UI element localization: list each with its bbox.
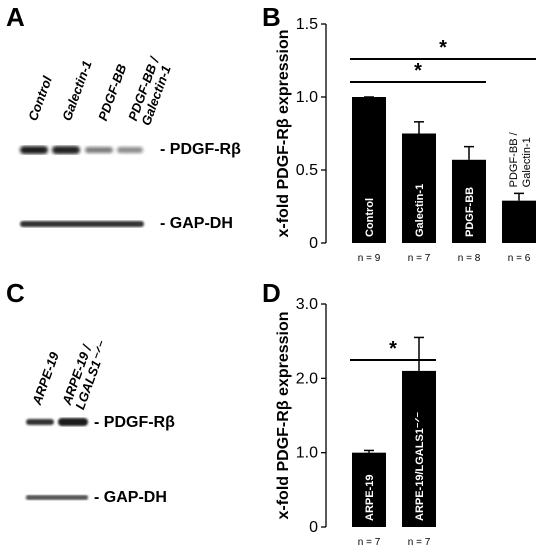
- band-label-gapdh-c: - GAP-DH: [94, 489, 167, 506]
- panel-letter-c: C: [6, 278, 25, 308]
- category-label: PDGF-BB: [464, 187, 476, 237]
- blot-band: [20, 221, 144, 227]
- y-tick-label: 1.5: [296, 16, 318, 33]
- n-label: n = 9: [358, 253, 381, 264]
- blot-band: [20, 146, 48, 154]
- y-tick-label: 1.0: [296, 445, 318, 462]
- y-tick-label: 1.0: [296, 89, 318, 106]
- category-label: Galectin-1: [521, 137, 533, 187]
- y-tick-label: 3.0: [296, 296, 318, 313]
- y-axis-label: x-fold PDGF-Rβ expression: [275, 311, 292, 519]
- blot-band: [26, 495, 88, 500]
- bar: [352, 97, 386, 243]
- y-tick-label: 0.5: [296, 162, 318, 179]
- n-label: n = 7: [408, 537, 431, 546]
- chart-d: 0 1.0 2.0 3.0x-fold PDGF-Rβ expression n = 7…: [275, 296, 436, 546]
- blot-c-gapdh-row: [26, 495, 88, 500]
- significance-star: *: [389, 338, 397, 360]
- bar: [402, 370, 436, 527]
- blot-a-pdgfr-row: [20, 146, 143, 154]
- y-axis-label: x-fold PDGF-Rβ expression: [275, 29, 292, 237]
- category-label: Galectin-1: [414, 184, 426, 237]
- n-label: n = 7: [358, 537, 381, 546]
- blot-c-pdgfr-row: [26, 418, 88, 426]
- bar: [352, 452, 386, 527]
- category-label: Control: [364, 198, 376, 237]
- category-label: ARPE-19/LGALS1⁻ᐟ⁻: [414, 412, 426, 521]
- chart-b: 0 0.5 1.0 1.5x-fold PDGF-Rβ expression n = 9…: [275, 16, 536, 264]
- category-label: ARPE-19: [364, 475, 376, 521]
- category-label: PDGF-BB /: [508, 131, 520, 187]
- blot-band: [117, 147, 143, 153]
- bar: [402, 133, 436, 243]
- panel-letter-a: A: [6, 2, 25, 32]
- blot-band: [58, 418, 88, 426]
- blot-band: [85, 147, 113, 153]
- blot-a-gapdh-row: [20, 221, 144, 227]
- y-tick-label: 2.0: [296, 370, 318, 387]
- y-tick-label: 0: [309, 519, 318, 536]
- blot-band: [26, 419, 54, 425]
- bar: [502, 200, 536, 243]
- n-label: n = 8: [458, 253, 481, 264]
- bar: [452, 159, 486, 243]
- blot-band: [52, 146, 80, 154]
- n-label: n = 7: [408, 253, 431, 264]
- band-label-pdgfr-c: - PDGF-Rβ: [94, 414, 175, 431]
- panel-letter-d: D: [262, 278, 281, 308]
- significance-star: *: [439, 37, 447, 59]
- band-label-pdgfr-a: - PDGF-Rβ: [160, 141, 241, 158]
- y-tick-label: 0: [309, 235, 318, 252]
- band-label-gapdh-a: - GAP-DH: [160, 215, 233, 232]
- n-label: n = 6: [508, 253, 531, 264]
- panel-letter-b: B: [262, 2, 281, 32]
- significance-star: *: [414, 60, 422, 82]
